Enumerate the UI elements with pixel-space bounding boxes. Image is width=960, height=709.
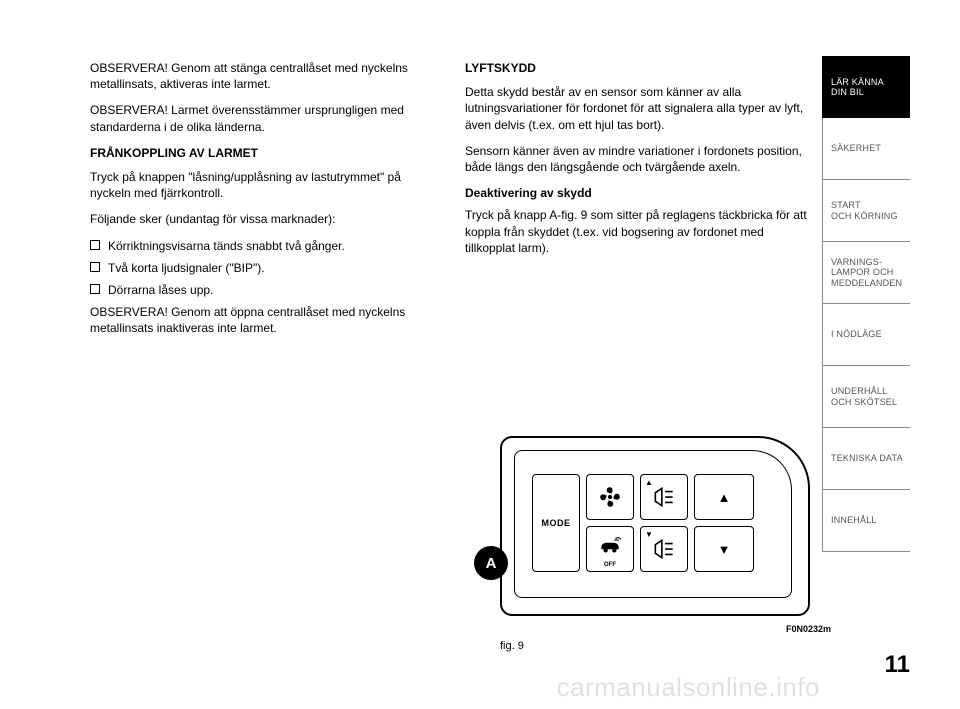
car-off-icon [597,533,623,559]
paragraph: Tryck på knappen "låsning/upplåsning av … [90,169,435,201]
figure-9: ▲ ▲ MODE OFF [470,430,820,630]
off-label: OFF [587,562,633,568]
triangle-down-icon: ▼ [718,542,731,557]
fan-icon [597,484,623,510]
page-number: 11 [885,651,910,679]
tab-innehall[interactable]: INNEHÅLL [822,490,910,552]
figure-caption: fig. 9 [500,640,524,652]
bullet-text: Två korta ljudsignaler ("BIP"). [108,260,435,276]
bullet-text: Körriktningsvisarna tänds snabbt två gån… [108,238,435,254]
bullet-text: Dörrarna låses upp. [108,282,435,298]
sub-heading: Deaktivering av skydd [465,185,810,201]
bullet-item: Dörrarna låses upp. [90,282,435,298]
tab-nodlage[interactable]: I NÖDLÄGE [822,304,910,366]
paragraph: OBSERVERA! Larmet överensstämmer ursprun… [90,102,435,134]
arrow-up-button: ▲ [694,474,754,520]
section-heading: LYFTSKYDD [465,60,810,76]
tab-tekniska[interactable]: TEKNISKA DATA [822,428,910,490]
manual-page: OBSERVERA! Genom att stänga centrallåset… [0,0,960,709]
mode-button: MODE [532,474,580,572]
panel-illustration: ▲ ▲ MODE OFF [470,430,820,630]
tab-start[interactable]: STARTOCH KÖRNING [822,180,910,242]
right-column: LYFTSKYDD Detta skydd består av en senso… [465,60,810,346]
tab-sakerhet[interactable]: SÄKERHET [822,118,910,180]
bullet-icon [90,240,100,250]
headlamp-down-icon [651,536,677,562]
paragraph: Följande sker (undantag för vissa markna… [90,211,435,227]
button-grid: ▲ ▲ MODE OFF [532,474,722,572]
chapter-tabs: LÄR KÄNNADIN BIL SÄKERHET STARTOCH KÖRNI… [822,56,910,552]
paragraph: Tryck på knapp A-fig. 9 som sitter på re… [465,207,810,256]
bullet-item: Körriktningsvisarna tänds snabbt två gån… [90,238,435,254]
tab-lar-kanna[interactable]: LÄR KÄNNADIN BIL [822,56,910,118]
bullet-icon [90,262,100,272]
bullet-item: Två korta ljudsignaler ("BIP"). [90,260,435,276]
watermark: carmanualsonline.info [557,672,820,703]
arrow-down-button: ▼ [694,526,754,572]
light-up-button: ▲ [640,474,688,520]
paragraph: OBSERVERA! Genom att stänga centrallåset… [90,60,435,92]
left-column: OBSERVERA! Genom att stänga centrallåset… [90,60,435,346]
tab-underhall[interactable]: UNDERHÅLLOCH SKÖTSEL [822,366,910,428]
triangle-up-icon: ▲ [718,490,731,505]
headlamp-up-icon [651,484,677,510]
light-down-button: ▼ [640,526,688,572]
tab-varnings[interactable]: VARNINGS-LAMPOR OCHMEDDELANDEN [822,242,910,304]
content-area: OBSERVERA! Genom att stänga centrallåset… [90,60,810,346]
fan-button [586,474,634,520]
off-button: OFF [586,526,634,572]
paragraph: Sensorn känner även av mindre variatione… [465,143,810,175]
bullet-icon [90,284,100,294]
figure-code: F0N0232m [786,624,831,634]
paragraph: Detta skydd består av en sensor som känn… [465,84,810,133]
callout-a: A [474,546,508,580]
paragraph: OBSERVERA! Genom att öppna centrallåset … [90,304,435,336]
section-heading: FRÅNKOPPLING AV LARMET [90,145,435,161]
